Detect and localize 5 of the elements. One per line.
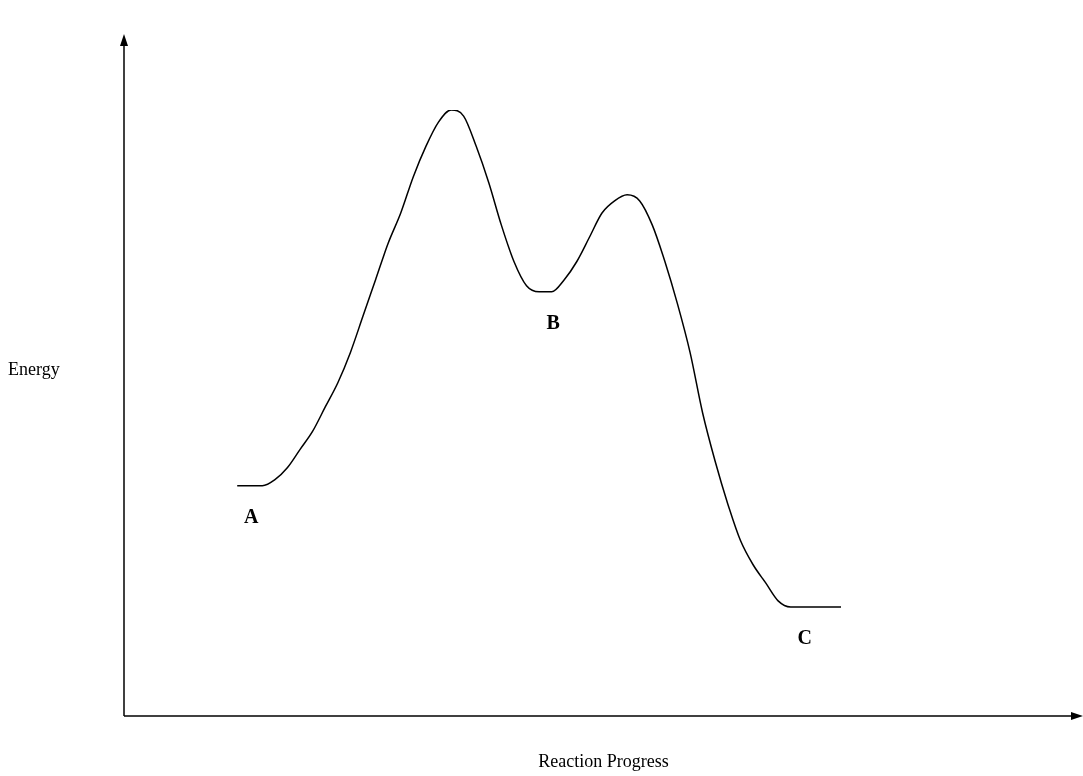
x-axis-title: Reaction Progress bbox=[538, 750, 669, 771]
annotation: A bbox=[243, 504, 259, 527]
y-axis-title: Energy bbox=[8, 358, 60, 379]
annotation: C bbox=[797, 626, 812, 649]
annotation: B bbox=[546, 310, 560, 333]
